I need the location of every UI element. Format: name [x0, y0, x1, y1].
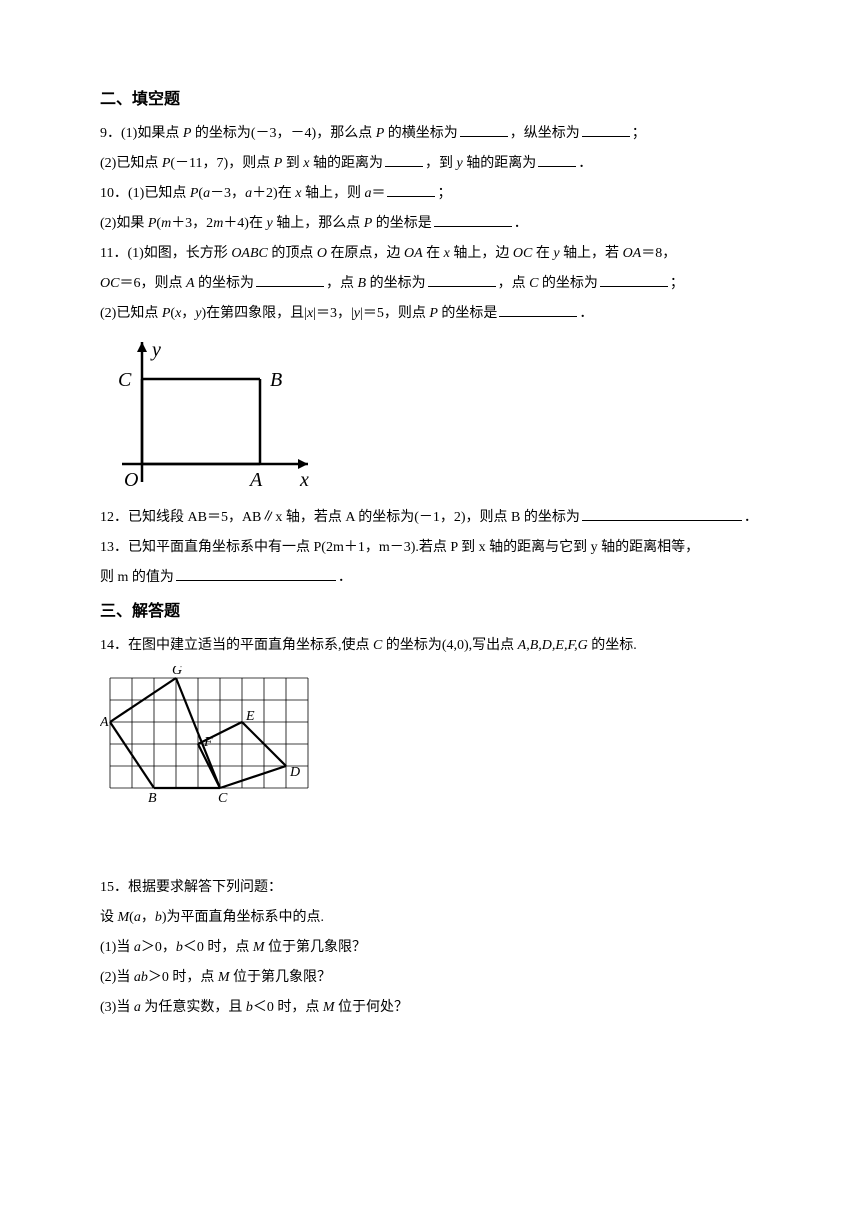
blank [582, 506, 742, 521]
svg-text:D: D [289, 765, 300, 780]
q9-line2: (2)已知点 P(－11，7)，则点 P 到 x 轴的距离为，到 y 轴的距离为… [100, 150, 760, 178]
svg-text:A: A [100, 715, 109, 730]
blank [385, 152, 423, 167]
blank [538, 152, 576, 167]
rectangle-diagram: O A B Cx y [100, 334, 320, 494]
svg-text:B: B [270, 369, 282, 391]
blank [256, 272, 324, 287]
svg-text:B: B [148, 791, 157, 806]
section-2-title: 二、填空题 [100, 84, 760, 116]
q15-line1: 15．根据要求解答下列问题： [100, 874, 760, 902]
q13-line1: 13．已知平面直角坐标系中有一点 P(2m＋1，m－3).若点 P 到 x 轴的… [100, 534, 760, 562]
q11-line3: (2)已知点 P(x，y)在第四象限，且|x|＝3，|y|＝5，则点 P 的坐标… [100, 300, 760, 328]
blank [387, 182, 435, 197]
svg-text:E: E [245, 709, 255, 724]
svg-text:G: G [172, 666, 182, 678]
q10-line1: 10．(1)已知点 P(a－3，a＋2)在 x 轴上，则 a＝； [100, 180, 760, 208]
svg-text:O: O [124, 469, 138, 491]
blank [582, 122, 630, 137]
svg-text:y: y [150, 339, 161, 361]
q15-line5: (3)当 a 为任意实数，且 b＜0 时，点 M 位于何处？ [100, 994, 760, 1022]
blank [176, 566, 336, 581]
svg-text:C: C [118, 369, 132, 391]
svg-text:C: C [218, 791, 228, 806]
grid-diagram: A G B F C E D [100, 666, 330, 806]
figure-q11: O A B Cx y [100, 334, 760, 494]
q14: 14．在图中建立适当的平面直角坐标系,使点 C 的坐标为(4,0),写出点 A,… [100, 632, 760, 660]
q12: 12．已知线段 AB＝5，AB∥x 轴，若点 A 的坐标为(－1，2)，则点 B… [100, 504, 760, 532]
blank [434, 212, 512, 227]
figure-q14: A G B F C E D [100, 666, 760, 806]
blank [428, 272, 496, 287]
q10-line2: (2)如果 P(m＋3，2m＋4)在 y 轴上，那么点 P 的坐标是． [100, 210, 760, 238]
blank [499, 302, 577, 317]
svg-text:A: A [248, 469, 263, 491]
q11-line2: OC＝6，则点 A 的坐标为，点 B 的坐标为，点 C 的坐标为； [100, 270, 760, 298]
section-3-title: 三、解答题 [100, 596, 760, 628]
blank [460, 122, 508, 137]
blank [600, 272, 668, 287]
svg-text:F: F [203, 735, 213, 750]
svg-text:x: x [299, 469, 309, 491]
q11-line1: 11．(1)如图，长方形 OABC 的顶点 O 在原点，边 OA 在 x 轴上，… [100, 240, 760, 268]
q15-line4: (2)当 ab＞0 时，点 M 位于第几象限？ [100, 964, 760, 992]
q15-line2: 设 M(a，b)为平面直角坐标系中的点. [100, 904, 760, 932]
q13-line2: 则 m 的值为． [100, 564, 760, 592]
q9-line1: 9．(1)如果点 P 的坐标为(－3，－4)，那么点 P 的横坐标为，纵坐标为； [100, 120, 760, 148]
q15-line3: (1)当 a＞0，b＜0 时，点 M 位于第几象限？ [100, 934, 760, 962]
